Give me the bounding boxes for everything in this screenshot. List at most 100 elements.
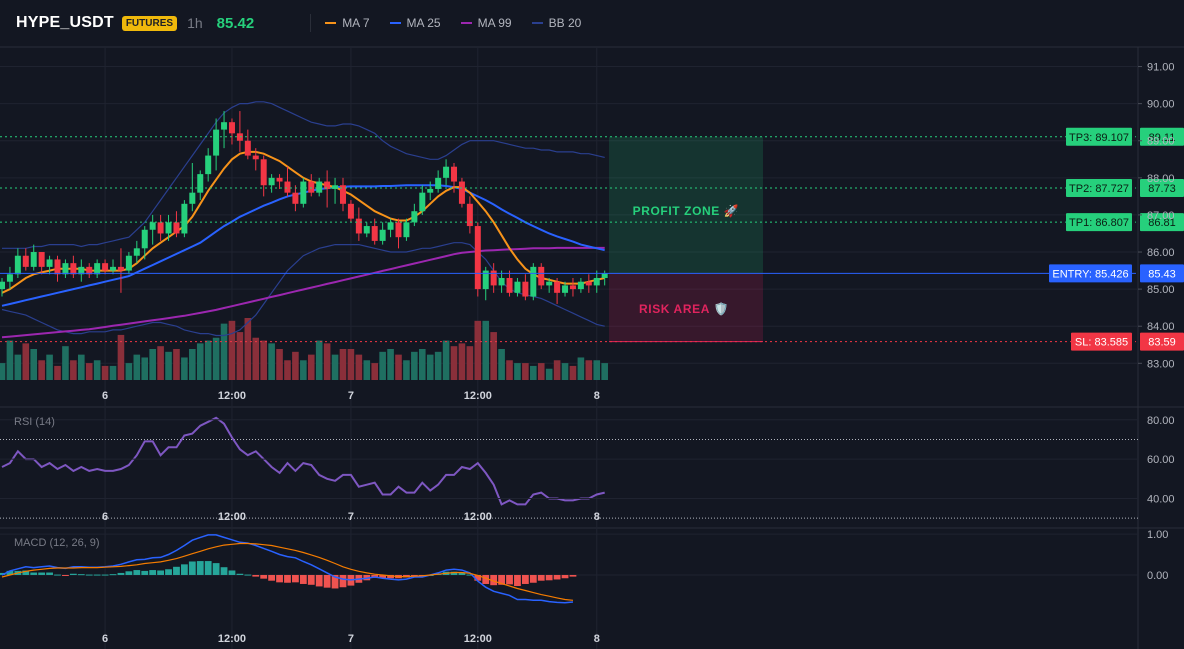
- time-tick-label: 6: [102, 390, 108, 402]
- volume-layer: [0, 318, 608, 380]
- candle-body: [14, 255, 21, 275]
- legend-ma7[interactable]: MA 7: [325, 16, 370, 30]
- macd-histogram-bar: [545, 574, 553, 581]
- macd-histogram-bar: [514, 574, 521, 587]
- volume-bar: [569, 365, 577, 380]
- price-tick-label: 87.00: [1147, 210, 1175, 222]
- indicator-legend: MA 7 MA 25 MA 99 BB 20: [325, 16, 581, 30]
- candle-body: [197, 174, 204, 193]
- macd-tick-label: 0.00: [1147, 570, 1168, 582]
- macd-histogram-bar: [173, 566, 180, 575]
- candle-body: [221, 122, 228, 130]
- ma99-line: [1, 246, 605, 339]
- price-tick-label: 89.00: [1147, 136, 1175, 148]
- candle-body: [213, 129, 220, 156]
- candle-body: [451, 166, 458, 182]
- legend-ma99[interactable]: MA 99: [460, 16, 512, 30]
- macd-histogram-bar: [165, 569, 172, 575]
- legend-swatch-bb20: [531, 22, 543, 24]
- candle-body: [284, 181, 291, 193]
- candle-body: [117, 266, 124, 271]
- volume-bar: [30, 349, 38, 380]
- volume-bar: [315, 340, 323, 380]
- price-axis: 91.00 90.00 89.00 88.00 87.00 86.00 85.00 84.00…: [1138, 62, 1175, 370]
- candle-body: [443, 166, 450, 178]
- volume-bar: [331, 354, 339, 380]
- price-tick-label: 90.00: [1147, 99, 1175, 111]
- timeframe-label[interactable]: 1h: [187, 15, 203, 31]
- candle-body: [6, 274, 13, 282]
- candle-body: [236, 133, 243, 141]
- candle-body: [110, 266, 117, 271]
- candle-body: [577, 281, 584, 290]
- macd-histogram-bar: [228, 570, 236, 575]
- macd-tick-label: 1.00: [1147, 529, 1168, 541]
- volume-bar: [109, 365, 117, 380]
- price-tick-label: 85.00: [1147, 284, 1175, 296]
- volume-bar: [339, 349, 347, 380]
- macd-histogram-bar: [498, 574, 505, 585]
- time-tick-label: 7: [348, 390, 354, 402]
- candle-body: [411, 211, 418, 223]
- legend-swatch-ma99: [460, 22, 472, 24]
- volume-bar: [355, 354, 363, 380]
- level-lines: TP3: 89.107 89.11 TP2: 87.727 87.73 TP1: 86.…: [0, 127, 1184, 351]
- macd-histogram-bar: [553, 574, 561, 580]
- price-tick-label: 86.00: [1147, 247, 1175, 259]
- volume-bar: [371, 363, 379, 380]
- entry-tag-label: ENTRY: 85.426: [1052, 268, 1128, 280]
- time-tick-label: 7: [348, 633, 354, 645]
- volume-bar: [173, 349, 180, 380]
- volume-bar: [78, 354, 85, 380]
- candle-body: [78, 266, 85, 275]
- candle-body: [54, 259, 61, 275]
- volume-bar: [117, 334, 125, 380]
- candle-body: [427, 188, 434, 193]
- tp3-tag-box: [1066, 127, 1132, 146]
- candle-body: [363, 226, 370, 234]
- macd-histogram-bar: [474, 574, 482, 581]
- legend-ma25[interactable]: MA 25: [389, 16, 441, 30]
- volume-bar: [553, 360, 561, 380]
- tp3-price-box: [1140, 127, 1184, 146]
- candle-body: [601, 273, 608, 278]
- macd-histogram-bar: [62, 574, 69, 576]
- symbol-name[interactable]: HYPE_USDT: [16, 14, 114, 31]
- sl-tag-label: SL: 83.585: [1075, 337, 1128, 349]
- macd-histogram-bar: [188, 561, 196, 575]
- sl-tag-box: [1071, 332, 1132, 351]
- risk-area-label: RISK AREA 🛡️: [639, 302, 729, 316]
- macd-histogram-bar: [529, 574, 537, 583]
- candle-body: [260, 159, 267, 186]
- volume-bar: [601, 363, 608, 380]
- candle-body: [228, 122, 235, 134]
- volume-bar: [276, 349, 283, 380]
- macd-histogram-bar: [236, 573, 244, 575]
- volume-bar: [498, 349, 505, 380]
- volume-bar: [403, 360, 410, 380]
- time-axis: 6 6 6 12:00 12:00 12:00 7 7 7 12:00 12:00 12:00 8 8 8: [102, 390, 600, 645]
- candle-body: [458, 181, 465, 204]
- macd-histogram-bar: [252, 574, 260, 577]
- profit-zone-label: PROFIT ZONE 🚀: [633, 204, 740, 218]
- volume-bar: [181, 357, 188, 380]
- candle-body: [102, 263, 109, 271]
- candle-body: [62, 263, 69, 275]
- legend-bb20[interactable]: BB 20: [531, 16, 581, 30]
- candle-body: [165, 222, 172, 234]
- macd-histogram-bar: [276, 574, 283, 583]
- macd-histogram-bar: [561, 574, 569, 579]
- volume-bar: [204, 340, 212, 380]
- legend-swatch-ma7: [325, 22, 337, 24]
- time-tick-label: 8: [594, 633, 600, 645]
- macd-histogram-bar: [244, 574, 252, 576]
- volume-bar: [189, 349, 196, 380]
- candle-body: [339, 185, 346, 204]
- volume-bar: [426, 354, 434, 380]
- candle-body: [371, 226, 378, 241]
- entry-price-label: 85.43: [1148, 268, 1176, 280]
- candles-layer[interactable]: [0, 111, 608, 304]
- volume-bar: [284, 360, 291, 380]
- volume-bar: [93, 360, 101, 380]
